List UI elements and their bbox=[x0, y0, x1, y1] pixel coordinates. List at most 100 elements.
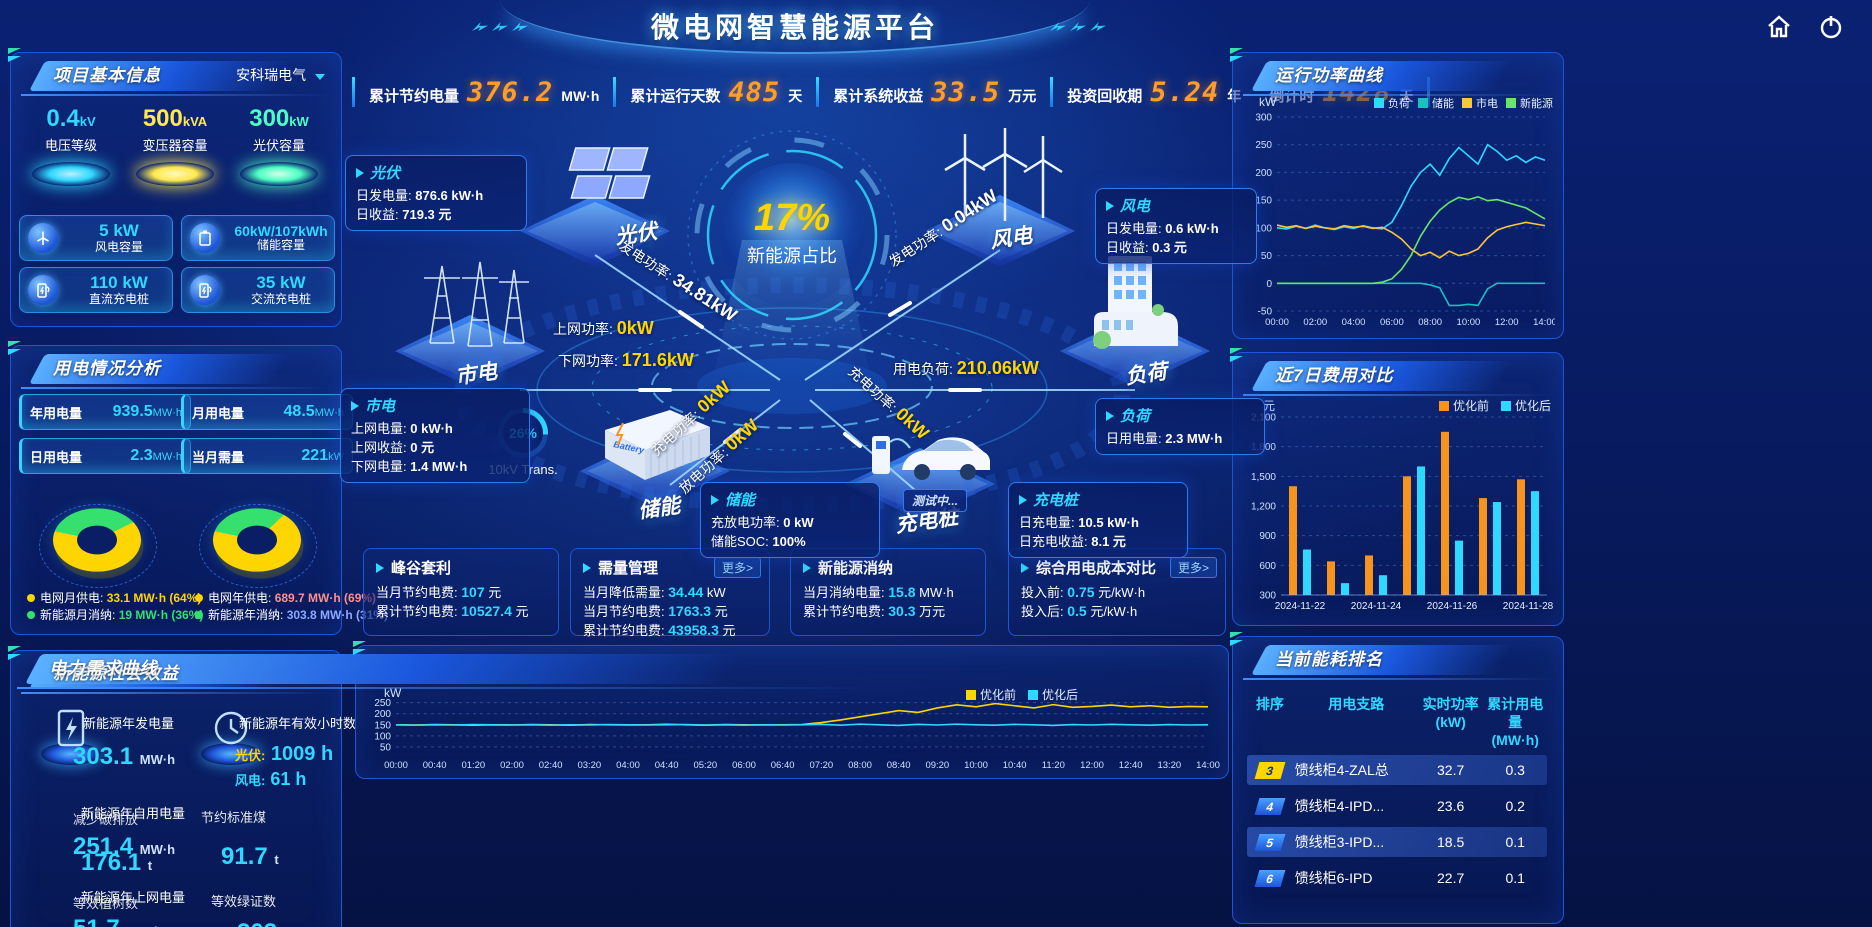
arrow-icon bbox=[1106, 200, 1114, 211]
battery-container-illustration: {} Battery bbox=[605, 410, 710, 480]
svg-text:05:20: 05:20 bbox=[693, 760, 717, 771]
svg-text:07:20: 07:20 bbox=[809, 760, 833, 771]
kpi-stats-bar: 累计节约电量 376.2 MW·h 累计运行天数 485 天 累计系统收益 33.5 万元 … bbox=[352, 72, 1431, 112]
svg-text:06:40: 06:40 bbox=[771, 760, 795, 771]
svg-text:04:00: 04:00 bbox=[1342, 317, 1366, 328]
run-power-legend: 负荷 储能 市电 新能源 bbox=[1374, 95, 1553, 111]
wind-node-label: 风电 bbox=[988, 224, 1034, 253]
panel-run-power: 运行功率曲线 kW 负荷 储能 市电 新能源 -50 0 50 100 150 200 25… bbox=[1230, 48, 1564, 339]
coal-label: 节约标准煤 bbox=[201, 810, 267, 825]
svg-text:250: 250 bbox=[374, 698, 391, 709]
cost-7day-title: 近7日费用对比 bbox=[1275, 366, 1394, 385]
feed-in-label: 新能源年上网电量 bbox=[81, 890, 186, 905]
svg-text:12:00: 12:00 bbox=[1080, 760, 1104, 771]
flow-draw-down-power: 下网功率: 171.6kW bbox=[558, 350, 694, 370]
cost-legend: 优化前 优化后 bbox=[1438, 397, 1551, 414]
svg-text:100: 100 bbox=[1255, 223, 1272, 234]
ev-charging-illustration bbox=[872, 436, 990, 480]
dc-charger-icon bbox=[28, 275, 58, 305]
flow-load-power: 用电负荷: 210.06kW bbox=[893, 358, 1039, 378]
arrow-icon bbox=[356, 167, 364, 178]
hours-pad-icon bbox=[199, 707, 263, 771]
svg-text:00:00: 00:00 bbox=[384, 760, 408, 771]
panel-usage-analysis: 用电情况分析 年用电量 939.5MW·h 月用电量 48.5MW·h 日用电量 2.… bbox=[8, 341, 388, 635]
panel-cost-7day: 近7日费用对比 元 优化前 优化后 3006009001,2001,5001,8… bbox=[1230, 348, 1564, 626]
panel-social-benefit: 新能源社会效益 新能源年发电量 303.1 MW·h 新能源年有效小时数 光伏:… bbox=[8, 646, 356, 927]
svg-text:200: 200 bbox=[1255, 168, 1272, 179]
gen-label: 新能源年发电量 bbox=[83, 716, 175, 731]
infobox-wind: 风电 日发电量: 0.6 kW·h 日收益: 0.3 元 bbox=[1095, 188, 1257, 264]
panel-demand-management: 需量管理 更多> 当月降低需量: 34.44 kW 当月节约电费: 1763.3… bbox=[570, 548, 770, 638]
run-power-title: 运行功率曲线 bbox=[1275, 66, 1383, 85]
building-illustration bbox=[1093, 256, 1178, 349]
pedestal-voltage: 0.4kV 电压等级 bbox=[19, 105, 123, 186]
kpi-saved-energy: 累计节约电量 376.2 MW·h bbox=[369, 76, 600, 108]
gen-value: 303.1 MW·h bbox=[73, 743, 176, 770]
svg-text:14:00: 14:00 bbox=[1533, 317, 1555, 328]
storage-test-badge: 测试中... bbox=[902, 489, 967, 512]
svg-text:150: 150 bbox=[1255, 196, 1272, 207]
panel-demand-curve: 电力需求曲线 kW 优化前 优化后 50 100 150 200 250 00:00 00:… bbox=[17, 641, 1229, 779]
generation-pad-icon bbox=[39, 707, 103, 771]
ranking-row[interactable]: 4 馈线柜4-IPD... 23.6 0.2 bbox=[1247, 791, 1547, 821]
svg-text:00:40: 00:40 bbox=[423, 760, 447, 771]
infobox-load: 负荷 日用电量: 2.3 MW·h bbox=[1095, 398, 1265, 455]
svg-text:200: 200 bbox=[374, 709, 391, 720]
svg-text:600: 600 bbox=[1259, 561, 1276, 572]
self-use-value: 251.4 MW·h bbox=[73, 833, 176, 860]
svg-text:2024-11-28: 2024-11-28 bbox=[1503, 601, 1554, 612]
legend-monthly-mix: 电网月供电: 33.1 MW·h (64%) 新能源月消纳: 19 MW·h (… bbox=[27, 590, 203, 624]
arrow-icon bbox=[351, 400, 359, 411]
arrow-icon bbox=[1021, 562, 1029, 573]
carbon-value: 176.1 t bbox=[81, 849, 153, 876]
ranking-header-row: 排序 用电支路 实时功率 (kW) 累计用电量 (MW·h) bbox=[1255, 696, 1544, 748]
title-arc-decoration bbox=[500, 0, 1090, 54]
infobox-grid: 市电 上网电量: 0 kW·h 上网收益: 0 元 下网电量: 1.4 MW·h bbox=[340, 388, 530, 483]
panel-energy-ranking: 当前能耗排名 排序 用电支路 实时功率 (kW) 累计用电量 (MW·h) 3 … bbox=[1230, 632, 1564, 924]
card-ac-charger: 35 kW 交流充电桩 bbox=[181, 267, 335, 313]
ranking-title: 当前能耗排名 bbox=[1275, 650, 1383, 669]
carbon-label: 减少碳排放 bbox=[73, 812, 139, 827]
cost-unit-label: 元 bbox=[1263, 399, 1276, 413]
chip-year-usage: 年用电量 939.5MW·h bbox=[19, 394, 191, 430]
svg-text:1,500: 1,500 bbox=[1251, 472, 1276, 483]
infobox-charger: 充电桩 日充电量: 10.5 kW·h 日充电收益: 8.1 元 bbox=[1008, 482, 1188, 558]
svg-text:-50: -50 bbox=[1258, 307, 1273, 318]
ranking-row[interactable]: 6 馈线柜6-IPD 22.7 0.1 bbox=[1247, 863, 1547, 893]
lightning-deco-left bbox=[472, 18, 542, 31]
svg-text:08:00: 08:00 bbox=[848, 760, 872, 771]
ranking-row[interactable]: 3 馈线柜4-ZAL总 32.7 0.3 bbox=[1247, 755, 1547, 785]
demand-more-button[interactable]: 更多> bbox=[713, 557, 761, 578]
company-dropdown[interactable]: 安科瑞电气 bbox=[236, 65, 325, 85]
svg-text:06:00: 06:00 bbox=[732, 760, 756, 771]
svg-text:300: 300 bbox=[1259, 591, 1276, 602]
svg-text:08:00: 08:00 bbox=[1418, 317, 1442, 328]
svg-text:1,200: 1,200 bbox=[1251, 502, 1276, 513]
demand-unit-label: kW bbox=[384, 686, 402, 700]
tree-label: 等效植树数 bbox=[73, 896, 139, 911]
svg-text:12:40: 12:40 bbox=[1119, 760, 1143, 771]
svg-text:04:00: 04:00 bbox=[616, 760, 640, 771]
kpi-run-days: 累计运行天数 485 天 bbox=[630, 76, 803, 108]
energy-flow-diagram bbox=[454, 130, 1135, 513]
chip-month-usage: 月用电量 48.5MW·h bbox=[181, 394, 353, 430]
ranking-row[interactable]: 5 馈线柜3-IPD... 18.5 0.1 bbox=[1247, 827, 1547, 857]
lightning-deco-right bbox=[1050, 18, 1120, 31]
svg-text:11:20: 11:20 bbox=[1042, 760, 1065, 771]
home-icon[interactable] bbox=[1766, 14, 1792, 40]
svg-text:300: 300 bbox=[1255, 113, 1272, 124]
svg-text:2024-11-24: 2024-11-24 bbox=[1351, 601, 1402, 612]
card-dc-charger: 110 kW 直流充电桩 bbox=[19, 267, 173, 313]
power-icon[interactable] bbox=[1818, 14, 1844, 40]
cost-7day-chart: 3006009001,2001,5001,8002,1002024-11-222… bbox=[1237, 413, 1555, 618]
chevron-down-icon bbox=[315, 74, 325, 80]
cost-more-button[interactable]: 更多> bbox=[1169, 557, 1217, 578]
flow-feed-in-power: 上网功率: 0kW bbox=[553, 318, 654, 338]
wind-turbine-icon bbox=[28, 223, 58, 253]
svg-text:06:00: 06:00 bbox=[1380, 317, 1404, 328]
arrow-icon bbox=[1106, 410, 1114, 421]
infobox-pv: 光伏 日发电量: 876.6 kW·h 日收益: 719.3 元 bbox=[345, 155, 527, 231]
kpi-total-income: 累计系统收益 33.5 万元 bbox=[833, 76, 1037, 108]
svg-text:900: 900 bbox=[1259, 531, 1276, 542]
storage-node-label: 储能 bbox=[636, 494, 682, 523]
